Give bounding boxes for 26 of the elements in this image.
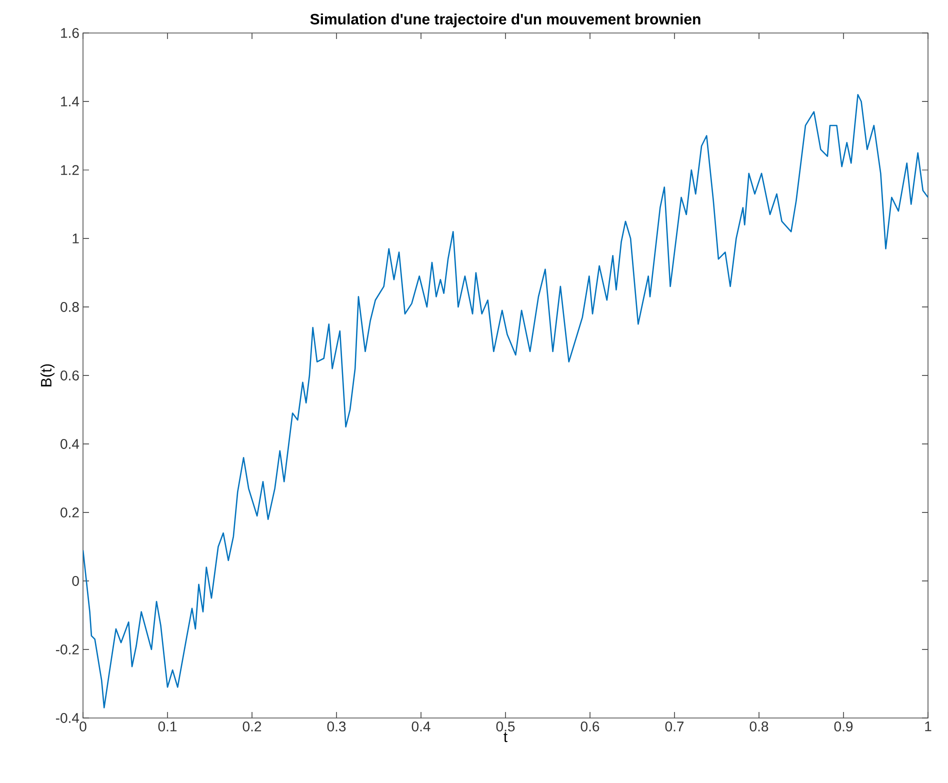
y-tick-label: 0.6 — [60, 370, 79, 380]
x-tick-label: 0.3 — [327, 722, 346, 732]
y-tick-label: 1 — [72, 234, 79, 244]
y-axis-title: B(t) — [40, 364, 54, 386]
x-tick-label: 0.1 — [158, 722, 177, 732]
x-tick-label: 0.4 — [412, 722, 430, 732]
y-tick-label: 0.2 — [60, 508, 79, 518]
x-tick-label: 0 — [80, 722, 86, 732]
y-tick-label: 1.4 — [61, 96, 80, 106]
y-tick-label: -0.2 — [56, 644, 79, 654]
x-tick-label: 0.6 — [580, 722, 600, 732]
x-tick-label: 0.9 — [834, 722, 853, 732]
x-tick-label: 0.2 — [242, 722, 262, 732]
y-tick-label: 1.2 — [61, 165, 79, 175]
y-tick-label: -0.4 — [56, 713, 80, 723]
y-tick-label: 0.8 — [60, 302, 79, 312]
x-tick-label: 1 — [925, 722, 932, 732]
y-tick-label: 0 — [72, 576, 79, 586]
y-tick-label: 0.4 — [60, 439, 80, 449]
line-series — [83, 94, 928, 708]
x-tick-label: 0.5 — [496, 722, 515, 732]
x-tick-label: 0.8 — [750, 722, 768, 732]
x-tick-label: 0.7 — [665, 722, 684, 732]
x-axis-title: t — [504, 732, 508, 742]
chart-title: Simulation d'une trajectoire d'un mouvement brownien — [310, 13, 700, 28]
y-tick-label: 1.6 — [61, 28, 79, 38]
